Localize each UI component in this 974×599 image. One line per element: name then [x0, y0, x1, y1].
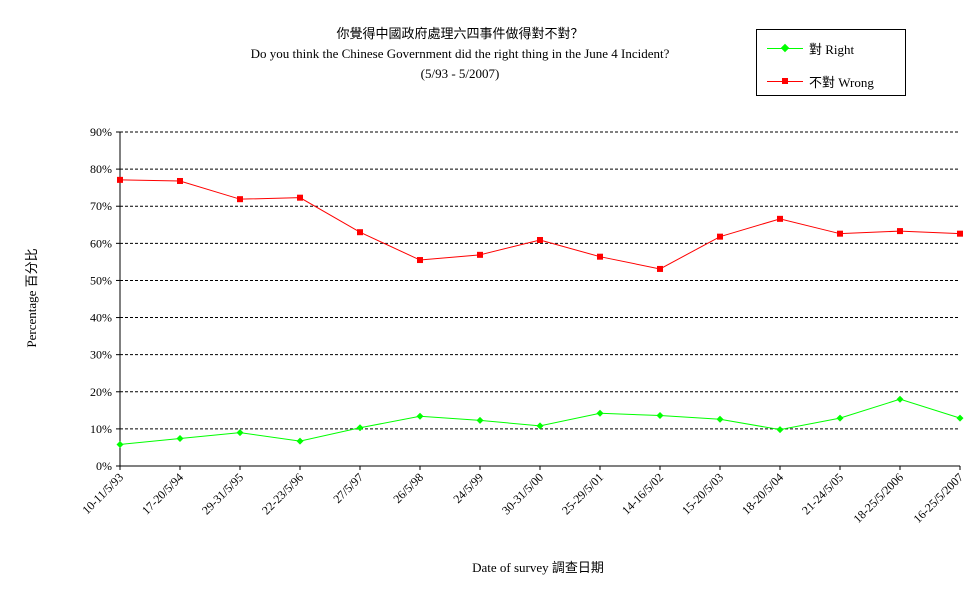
data-point: [417, 257, 423, 264]
x-tick-label: 16-25/5/2007: [910, 470, 966, 526]
data-point: [596, 409, 604, 417]
chart-subtitle: Do you think the Chinese Government did …: [250, 46, 670, 61]
data-point: [597, 253, 603, 260]
data-point: [357, 229, 363, 236]
data-point: [476, 416, 484, 424]
chart-title-block: 你覺得中國政府處理六四事件做得對不對？ Do you think the Chi…: [120, 24, 800, 84]
data-point: [537, 236, 543, 243]
x-tick-label: 10-11/5/93: [79, 470, 126, 517]
axes: [116, 131, 961, 470]
x-tick-label: 27/5/97: [330, 470, 366, 506]
x-tick-label: 21-24/5/05: [799, 470, 846, 517]
chart-period: (5/93 - 5/2007): [420, 66, 500, 81]
data-point: [237, 196, 243, 203]
data-point: [657, 265, 663, 272]
data-point: [536, 422, 544, 430]
y-tick-label: 90%: [90, 125, 112, 139]
x-tick-label: 17-20/5/94: [139, 470, 186, 517]
data-point: [837, 230, 843, 237]
y-tick-label: 50%: [90, 273, 112, 287]
series-line: [119, 398, 961, 445]
data-point: [297, 194, 303, 201]
x-tick-label: 30-31/5/00: [499, 470, 546, 517]
data-point: [716, 415, 724, 423]
data-point: [957, 230, 963, 237]
y-tick-label: 30%: [90, 348, 112, 362]
data-point: [896, 395, 904, 403]
data-point: [836, 414, 844, 422]
y-tick-label: 80%: [90, 162, 112, 176]
legend-label-wrong: 不對 Wrong: [809, 74, 874, 90]
x-tick-label: 18-25/5/2006: [850, 470, 906, 526]
y-tick-label: 70%: [90, 199, 112, 213]
series-1: [117, 176, 963, 272]
data-point: [777, 215, 783, 222]
data-point: [236, 429, 244, 437]
legend-item-wrong: 不對 Wrong: [765, 73, 874, 90]
data-point: [177, 177, 183, 184]
x-tick-label: 24/5/99: [450, 470, 486, 506]
data-point: [176, 435, 184, 443]
data-point: [897, 228, 903, 235]
legend: 對 Right 不對 Wrong: [756, 29, 906, 96]
data-point: [416, 412, 424, 420]
legend-label-right: 對 Right: [809, 41, 855, 57]
legend-swatch-wrong: [765, 74, 805, 88]
data-point: [117, 176, 123, 183]
x-tick-label: 25-29/5/01: [559, 470, 606, 517]
x-tick-label: 14-16/5/02: [619, 470, 666, 517]
data-point: [356, 424, 364, 432]
data-point: [656, 412, 664, 420]
y-tick-label: 20%: [90, 385, 112, 399]
y-tick-label: 0%: [96, 459, 112, 473]
x-axis-label: Date of survey 調查日期: [472, 560, 604, 575]
x-tick-label: 26/5/98: [390, 470, 426, 506]
y-axis-label: Percentage 百分比: [24, 248, 39, 347]
legend-swatch-right: [765, 41, 805, 55]
x-tick-label: 22-23/5/96: [259, 470, 306, 517]
gridlines: [120, 131, 960, 430]
x-tick-label: 29-31/5/95: [199, 470, 246, 517]
y-tick-label: 10%: [90, 422, 112, 436]
data-point: [296, 437, 304, 445]
data-point: [116, 440, 124, 448]
data-point: [477, 251, 483, 258]
data-point: [776, 426, 784, 434]
x-tick-label: 18-20/5/04: [739, 470, 786, 517]
legend-item-right: 對 Right: [765, 40, 855, 57]
series-lines: [116, 176, 964, 448]
data-point: [717, 233, 723, 240]
y-tick-label: 40%: [90, 311, 112, 325]
chart-title: 你覺得中國政府處理六四事件做得對不對？: [336, 26, 584, 41]
data-point: [956, 414, 964, 422]
y-tick-label: 60%: [90, 236, 112, 250]
x-tick-label: 15-20/5/03: [679, 470, 726, 517]
series-0: [116, 395, 964, 448]
series-line: [119, 179, 961, 270]
